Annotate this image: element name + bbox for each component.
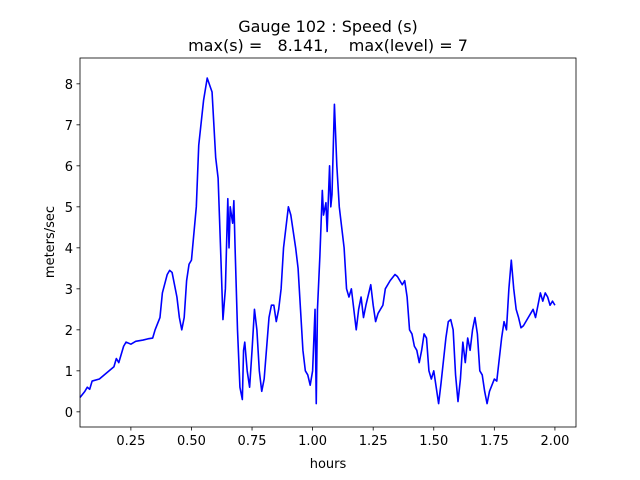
x-tick-label: 1.25 — [359, 434, 388, 449]
y-tick-label: 3 — [65, 283, 73, 298]
chart-subtitle: max(s) = 8.141, max(level) = 7 — [188, 36, 468, 55]
y-tick-label: 1 — [65, 365, 73, 380]
data-line — [79, 77, 556, 405]
x-axis-label: hours — [310, 457, 347, 472]
x-tick-label: 1.00 — [298, 434, 327, 449]
x-tick-label: 0.75 — [238, 434, 267, 449]
y-tick-label: 2 — [65, 324, 73, 339]
x-tick-label: 1.75 — [480, 434, 509, 449]
y-tick-label: 0 — [65, 406, 73, 421]
plot-frame — [79, 57, 577, 428]
x-tick-label: 1.50 — [419, 434, 448, 449]
x-tick-label: 0.25 — [116, 434, 145, 449]
y-tick-label: 4 — [65, 242, 73, 257]
y-axis-label: meters/sec — [43, 206, 58, 278]
y-tick-label: 8 — [65, 78, 73, 93]
x-tick-label: 2.00 — [540, 434, 569, 449]
chart-title: Gauge 102 : Speed (s) — [238, 17, 418, 36]
y-tick-label: 7 — [65, 119, 73, 134]
y-tick-label: 6 — [65, 160, 73, 175]
x-tick-label: 0.50 — [177, 434, 206, 449]
y-tick-label: 5 — [65, 201, 73, 216]
